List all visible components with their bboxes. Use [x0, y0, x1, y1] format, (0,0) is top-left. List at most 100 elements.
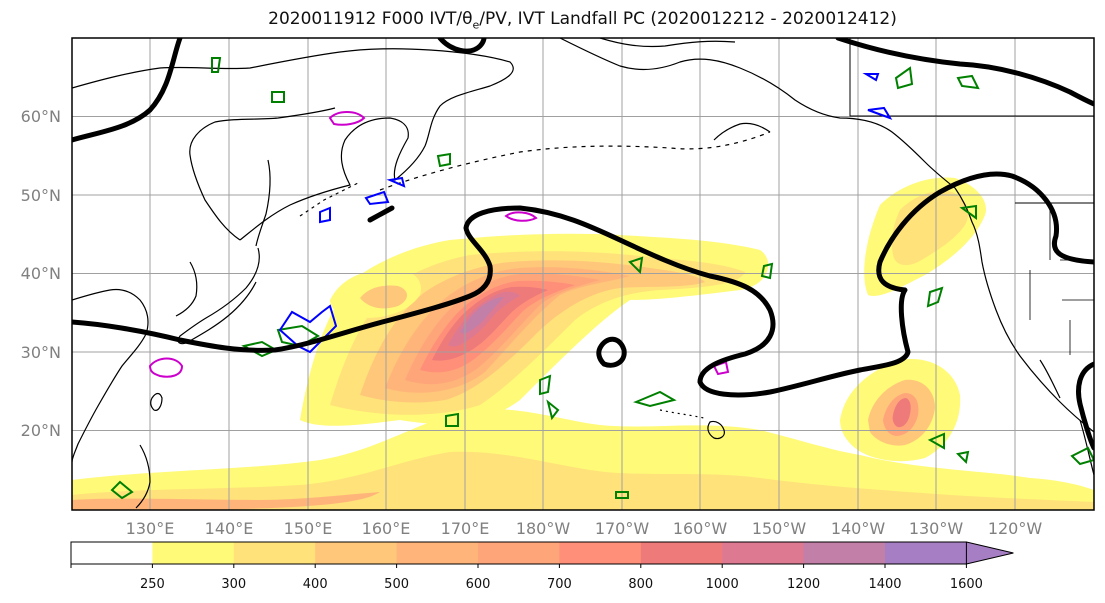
coast-alaska [559, 38, 956, 189]
pv-blue-2 [364, 190, 390, 206]
colorbar-extend-arrow [965, 541, 1014, 565]
lon-labels: 130°E 140°E 150°E 160°E 170°E 180°W 170°… [126, 519, 1043, 538]
colorbar-segment [233, 542, 316, 564]
ivt-ne-300 [891, 190, 969, 266]
lon-label: 160°E [362, 519, 411, 538]
lon-label: 140°W [831, 519, 886, 538]
lat-label: 50°N [21, 186, 61, 205]
ivt-south-500 [72, 492, 380, 510]
colorbar-tick-label: 1200 [787, 577, 820, 592]
lat-label: 40°N [21, 264, 61, 283]
thetae-6 [546, 399, 560, 421]
thetae-5 [539, 374, 552, 396]
pv-blue-4 [386, 176, 406, 188]
coast-korea [175, 261, 198, 317]
coast-japan [177, 247, 260, 345]
colorbar: 250 300 400 500 600 700 800 1000 1200 1400 1600 [70, 541, 1014, 592]
lat-label: 20°N [21, 421, 61, 440]
colorbar-segment [315, 542, 398, 564]
thetae-15 [271, 91, 285, 103]
lon-label: 130°W [909, 519, 964, 538]
colorbar-tick-label: 1000 [706, 577, 739, 592]
thetae-9 [926, 286, 944, 308]
lon-label: 180°W [516, 519, 571, 538]
pv-mag-1 [148, 357, 184, 378]
coastlines [72, 38, 1094, 509]
pv-blue-3 [319, 206, 331, 224]
thetae-17 [959, 204, 977, 220]
pc-north-blob [437, 38, 487, 54]
coast-hawaii [707, 420, 725, 440]
lon-label: 170°W [595, 519, 650, 538]
colorbar-tick-label: 1600 [950, 577, 983, 592]
thetae-10 [927, 432, 945, 450]
lon-label: 150°W [752, 519, 807, 538]
colorbar-segment [640, 542, 723, 564]
colorbar-tick-label: 700 [547, 577, 572, 592]
thetae-13 [894, 66, 914, 90]
pv-mag-2 [328, 111, 366, 126]
colorbar-tick-label: 500 [384, 577, 409, 592]
thetae-14 [956, 74, 980, 90]
pv-blue-5 [867, 106, 893, 120]
pc-main [72, 171, 1094, 398]
thetae-7 [632, 390, 677, 408]
border-alaska-canada [849, 38, 1094, 117]
coast-okhotsk [189, 107, 336, 241]
colorbar-tick-label: 400 [303, 577, 328, 592]
colorbar-segment [478, 542, 560, 564]
coast-baja [1039, 359, 1061, 399]
coast-bc [954, 187, 1094, 433]
colorbar-tick-label: 250 [140, 577, 165, 592]
colorbar-frame [70, 541, 967, 565]
coast-sakhalin [255, 159, 271, 247]
colorbar-segment [885, 542, 967, 564]
ivt-west-400 [360, 285, 407, 309]
thetae-11 [955, 450, 970, 465]
thetae-16 [436, 152, 451, 168]
pc-northeast [835, 38, 1094, 107]
coast-hawaii-chain [659, 409, 705, 419]
thetae-3 [628, 256, 644, 275]
thetae-8 [445, 412, 459, 427]
ivt-fill-contours [72, 177, 1094, 510]
colorbar-segment [396, 542, 479, 564]
thetae-19 [110, 480, 134, 500]
lat-label: 30°N [21, 343, 61, 362]
map-frame [71, 37, 1095, 511]
colorbar-tick-label: 600 [466, 577, 491, 592]
colorbar-tick-label: 300 [221, 577, 246, 592]
colorbar-segment [722, 542, 805, 564]
thetae-12 [1070, 446, 1094, 466]
ivt-se-1000 [892, 398, 911, 428]
colorbar-tick-label: 1400 [868, 577, 901, 592]
ivt-band-1400 [460, 297, 504, 334]
thetae-20 [615, 491, 629, 499]
pv-blue-1 [278, 304, 338, 354]
lat-label: 60°N [21, 107, 61, 126]
ivt-south-300 [72, 451, 1094, 510]
lat-labels: 60°N 50°N 40°N 30°N 20°N [21, 107, 61, 440]
colorbar-segment [559, 542, 642, 564]
colorbar-tick-label: 800 [628, 577, 653, 592]
lon-label: 140°E [205, 519, 254, 538]
coast-china [72, 288, 149, 463]
thetae-18 [211, 57, 222, 73]
ivt-landfall-pc-contours [72, 38, 1094, 451]
coast-siberia [72, 48, 514, 241]
colorbar-segment [152, 542, 235, 564]
colorbar-segment [803, 542, 886, 564]
pc-north-arc [72, 38, 183, 143]
pc-small-dash [367, 205, 395, 223]
pv-blue-contours [278, 73, 893, 354]
map-layers [72, 38, 1094, 510]
coast-kurils [299, 181, 361, 217]
thetae-4 [760, 262, 774, 280]
coast-alaska-north [599, 38, 736, 48]
colorbar-segment [71, 542, 153, 564]
pv-mag-3 [504, 211, 538, 222]
coast-taiwan [150, 392, 163, 411]
pc-east-edge [1076, 361, 1094, 451]
coast-philippines [135, 444, 151, 509]
